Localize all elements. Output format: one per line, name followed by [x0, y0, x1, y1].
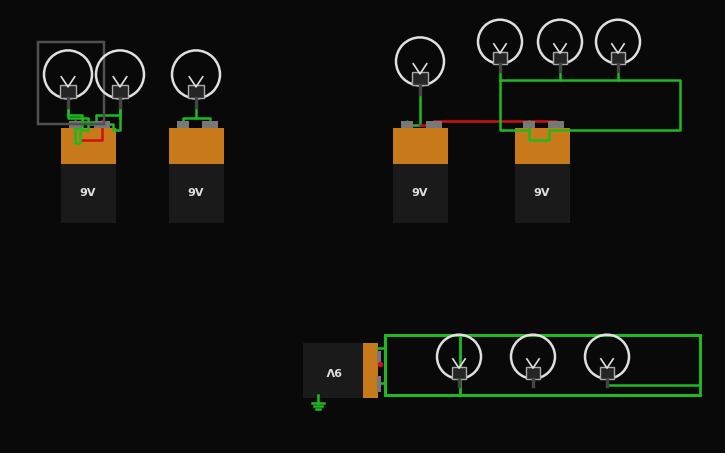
Bar [600, 366, 614, 379]
Bar [401, 121, 413, 128]
Bar [202, 121, 218, 128]
Bar [515, 128, 570, 164]
Bar [377, 376, 381, 392]
Text: 9V: 9V [412, 188, 428, 198]
Bar [548, 121, 564, 128]
Bar [61, 164, 116, 223]
Bar [393, 128, 448, 164]
Bar [611, 52, 625, 64]
Bar [169, 164, 224, 223]
Text: 9V: 9V [188, 188, 204, 198]
Bar [60, 85, 76, 98]
Bar [426, 121, 442, 128]
Bar [112, 85, 128, 98]
Bar [177, 121, 189, 128]
Bar [377, 351, 381, 363]
Bar [169, 128, 224, 164]
Bar [69, 121, 81, 128]
Bar [393, 164, 448, 223]
Bar [452, 366, 466, 379]
Bar [526, 366, 540, 379]
Bar [523, 121, 535, 128]
Bar [515, 164, 570, 223]
Bar [303, 343, 363, 398]
Bar [413, 72, 428, 86]
Text: 9V: 9V [80, 188, 96, 198]
Text: 9V: 9V [325, 365, 341, 375]
Bar [188, 85, 204, 98]
Bar [363, 343, 378, 398]
Text: 9V: 9V [534, 188, 550, 198]
Bar [553, 52, 567, 64]
Bar [61, 128, 116, 164]
Bar [385, 335, 460, 395]
Bar [493, 52, 508, 64]
Bar [385, 335, 700, 395]
Bar [94, 121, 110, 128]
